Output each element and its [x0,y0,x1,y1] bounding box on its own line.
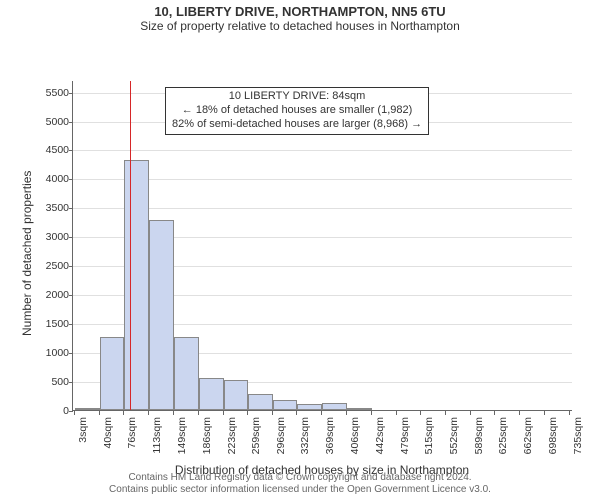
annotation-line: 10 LIBERTY DRIVE: 84sqm [172,90,422,104]
chart: Number of detached properties05001000150… [0,33,600,493]
y-tick-label: 3000 [46,231,73,243]
plot-area: 0500100015002000250030003500400045005000… [72,81,572,411]
histogram-bar [124,160,149,410]
annotation-line: ← 18% of detached houses are smaller (1,… [172,104,422,118]
x-tick [148,411,149,415]
x-tick-label: 76sqm [126,417,138,449]
histogram-bar [100,337,124,410]
y-tick-label: 4500 [46,144,73,156]
x-tick [519,411,520,415]
histogram-bar [347,408,371,410]
y-tick-label: 500 [51,376,73,388]
y-tick-label: 5500 [46,87,73,99]
annotation-line: 82% of semi-detached houses are larger (… [172,118,422,132]
x-tick-label: 40sqm [102,417,114,449]
x-tick [470,411,471,415]
x-tick-label: 223sqm [226,417,238,454]
x-tick [296,411,297,415]
x-tick [247,411,248,415]
header: 10, LIBERTY DRIVE, NORTHAMPTON, NN5 6TU … [0,0,600,33]
y-tick-label: 1000 [46,347,73,359]
x-tick [321,411,322,415]
histogram-bar [273,400,297,410]
x-tick-label: 296sqm [275,417,287,454]
x-tick-label: 625sqm [497,417,509,454]
x-tick-label: 3sqm [77,417,89,443]
x-tick [173,411,174,415]
annotation-box: 10 LIBERTY DRIVE: 84sqm← 18% of detached… [165,87,429,135]
x-tick-label: 406sqm [349,417,361,454]
y-tick-label: 0 [63,405,73,417]
page-subtitle: Size of property relative to detached ho… [0,19,600,33]
x-tick [396,411,397,415]
histogram-bar [297,404,322,410]
x-tick [99,411,100,415]
x-tick-label: 113sqm [151,417,163,454]
histogram-bar [248,394,273,410]
x-tick-label: 515sqm [423,417,435,454]
x-tick [74,411,75,415]
x-tick [223,411,224,415]
attribution-line: Contains public sector information licen… [0,484,600,496]
marker-line [130,81,131,410]
y-tick-label: 5000 [46,116,73,128]
x-tick-label: 589sqm [473,417,485,454]
histogram-bar [199,378,224,410]
histogram-bar [174,337,199,410]
attribution: Contains HM Land Registry data © Crown c… [0,472,600,496]
y-axis-label: Number of detached properties [20,171,34,336]
x-tick-label: 186sqm [201,417,213,454]
x-tick [494,411,495,415]
x-tick-label: 479sqm [399,417,411,454]
attribution-line: Contains HM Land Registry data © Crown c… [0,472,600,484]
x-tick [420,411,421,415]
x-tick [371,411,372,415]
histogram-bar [224,380,248,410]
histogram-bar [75,408,100,410]
x-tick-label: 259sqm [250,417,262,454]
x-tick-label: 369sqm [324,417,336,454]
y-tick-label: 1500 [46,318,73,330]
x-tick [544,411,545,415]
x-tick [272,411,273,415]
x-tick-label: 662sqm [522,417,534,454]
y-tick-label: 2500 [46,260,73,272]
x-tick-label: 552sqm [448,417,460,454]
histogram-bar [149,220,173,410]
y-tick-label: 4000 [46,173,73,185]
x-tick [445,411,446,415]
y-tick-label: 3500 [46,202,73,214]
x-tick [346,411,347,415]
x-tick-label: 735sqm [572,417,584,454]
x-tick-label: 149sqm [176,417,188,454]
x-tick [569,411,570,415]
x-tick-label: 698sqm [547,417,559,454]
x-tick [198,411,199,415]
x-tick [123,411,124,415]
y-tick-label: 2000 [46,289,73,301]
gridline [73,150,572,151]
histogram-bar [322,403,347,410]
x-tick-label: 332sqm [299,417,311,454]
x-tick-label: 442sqm [374,417,386,454]
page-title: 10, LIBERTY DRIVE, NORTHAMPTON, NN5 6TU [0,4,600,19]
